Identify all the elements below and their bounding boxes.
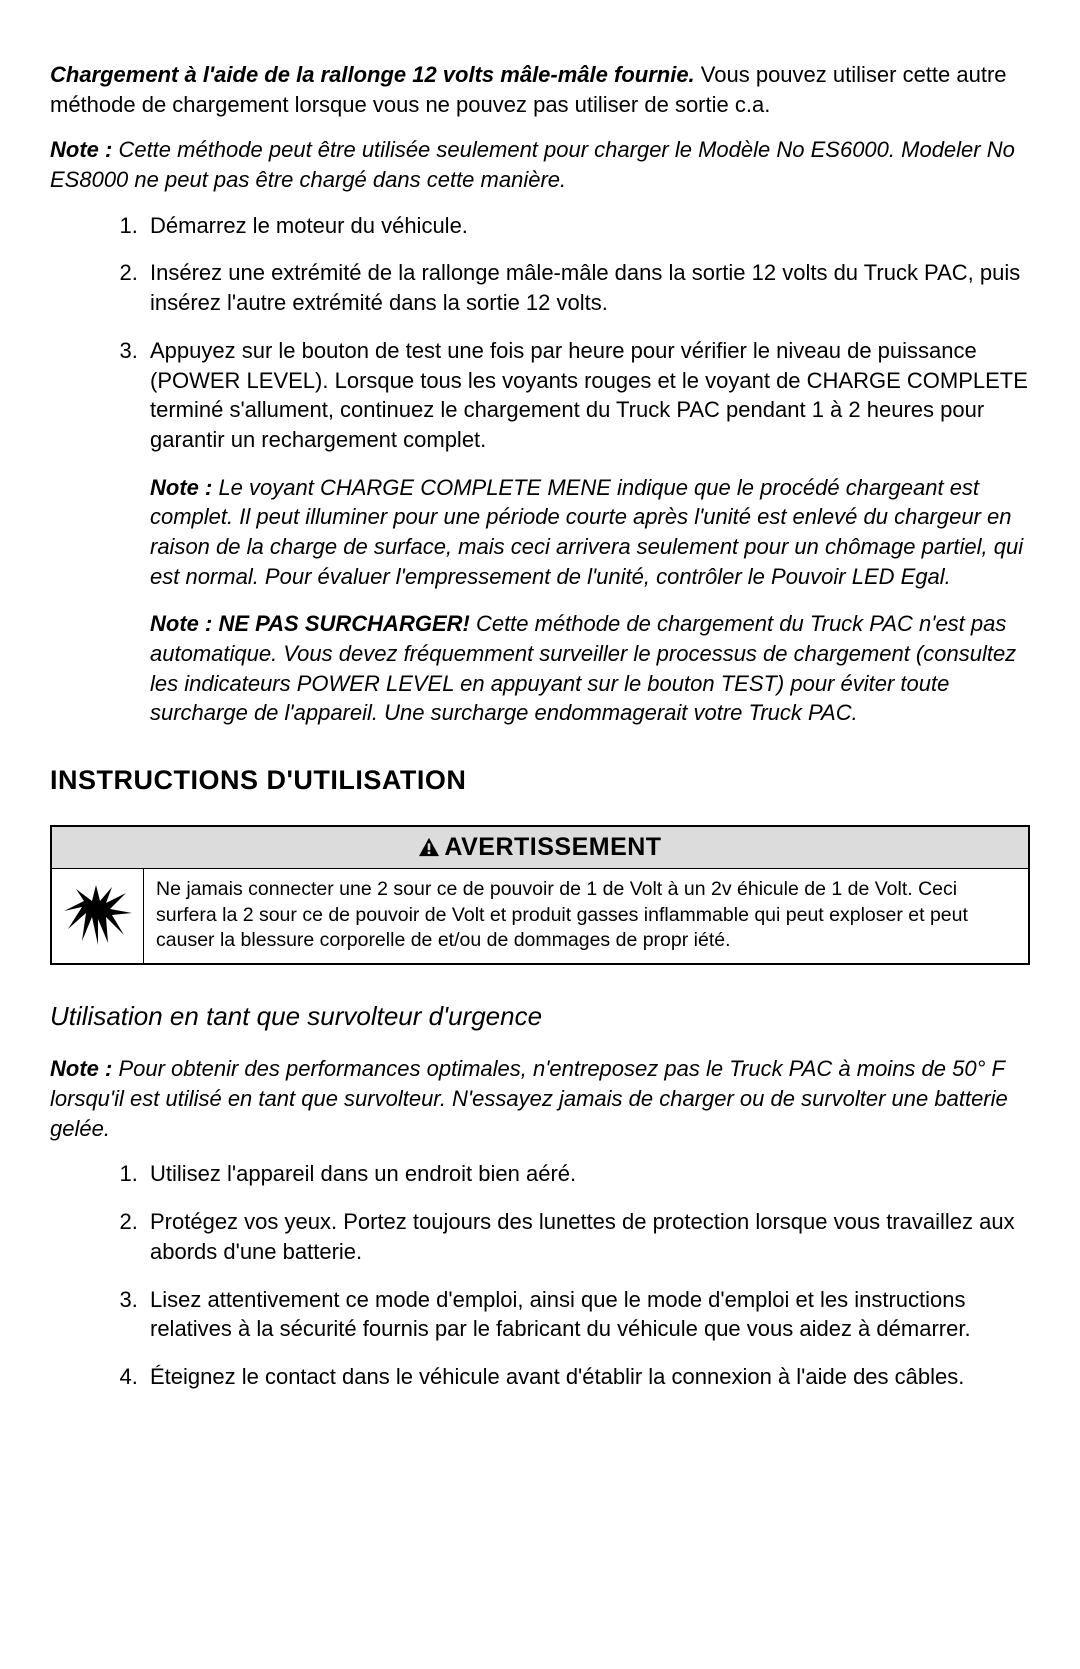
- explosion-icon: [62, 883, 134, 949]
- inner-note-2: Note : NE PAS SURCHARGER! Cette méthode …: [150, 609, 1030, 728]
- list-item: Appuyez sur le bouton de test une fois p…: [144, 336, 1030, 728]
- step-text: Appuyez sur le bouton de test une fois p…: [150, 338, 1028, 452]
- list-item: Lisez attentivement ce mode d'emploi, ai…: [144, 1285, 1030, 1344]
- usage-steps-list: Utilisez l'appareil dans un endroit bien…: [50, 1159, 1030, 1391]
- list-item: Protégez vos yeux. Portez toujours des l…: [144, 1207, 1030, 1266]
- usage-note: Note : Pour obtenir des performances opt…: [50, 1054, 1030, 1143]
- step-text: Éteignez le contact dans le véhicule ava…: [150, 1364, 964, 1389]
- warning-box: AVERTISSEMENT Ne jamais connecter une 2 …: [50, 825, 1030, 966]
- list-item: Démarrez le moteur du véhicule.: [144, 211, 1030, 241]
- note-lead: Note :: [150, 475, 212, 500]
- step-text: Démarrez le moteur du véhicule.: [150, 213, 468, 238]
- note-lead: Note : NE PAS SURCHARGER!: [150, 611, 470, 636]
- warning-header: AVERTISSEMENT: [52, 827, 1028, 870]
- warning-icon-cell: [52, 869, 144, 963]
- intro-p2-rest: Cette méthode peut être utilisée seuleme…: [50, 137, 1015, 192]
- instructions-heading: INSTRUCTIONS D'UTILISATION: [50, 762, 1030, 798]
- alert-triangle-icon: [418, 837, 440, 857]
- inner-note-1: Note : Le voyant CHARGE COMPLETE MENE in…: [150, 473, 1030, 592]
- step-text: Utilisez l'appareil dans un endroit bien…: [150, 1161, 576, 1186]
- usage-note-lead: Note :: [50, 1056, 112, 1081]
- intro-p2-lead: Note :: [50, 137, 112, 162]
- intro-paragraph-2: Note : Cette méthode peut être utilisée …: [50, 135, 1030, 194]
- intro-paragraph-1: Chargement à l'aide de la rallonge 12 vo…: [50, 60, 1030, 119]
- intro-p1-lead: Chargement à l'aide de la rallonge 12 vo…: [50, 62, 695, 87]
- list-item: Utilisez l'appareil dans un endroit bien…: [144, 1159, 1030, 1189]
- step-text: Insérez une extrémité de la rallonge mâl…: [150, 260, 1020, 315]
- list-item: Insérez une extrémité de la rallonge mâl…: [144, 258, 1030, 317]
- note-rest: Le voyant CHARGE COMPLETE MENE indique q…: [150, 475, 1023, 589]
- usage-note-rest: Pour obtenir des performances optimales,…: [50, 1056, 1008, 1140]
- usage-subheading: Utilisation en tant que survolteur d'urg…: [50, 999, 1030, 1034]
- warning-text: Ne jamais connecter une 2 sour ce de pou…: [144, 869, 1028, 963]
- warning-body: Ne jamais connecter une 2 sour ce de pou…: [52, 869, 1028, 963]
- charging-steps-list: Démarrez le moteur du véhicule. Insérez …: [50, 211, 1030, 728]
- step-text: Lisez attentivement ce mode d'emploi, ai…: [150, 1287, 971, 1342]
- step-text: Protégez vos yeux. Portez toujours des l…: [150, 1209, 1015, 1264]
- warning-title: AVERTISSEMENT: [444, 833, 661, 861]
- list-item: Éteignez le contact dans le véhicule ava…: [144, 1362, 1030, 1392]
